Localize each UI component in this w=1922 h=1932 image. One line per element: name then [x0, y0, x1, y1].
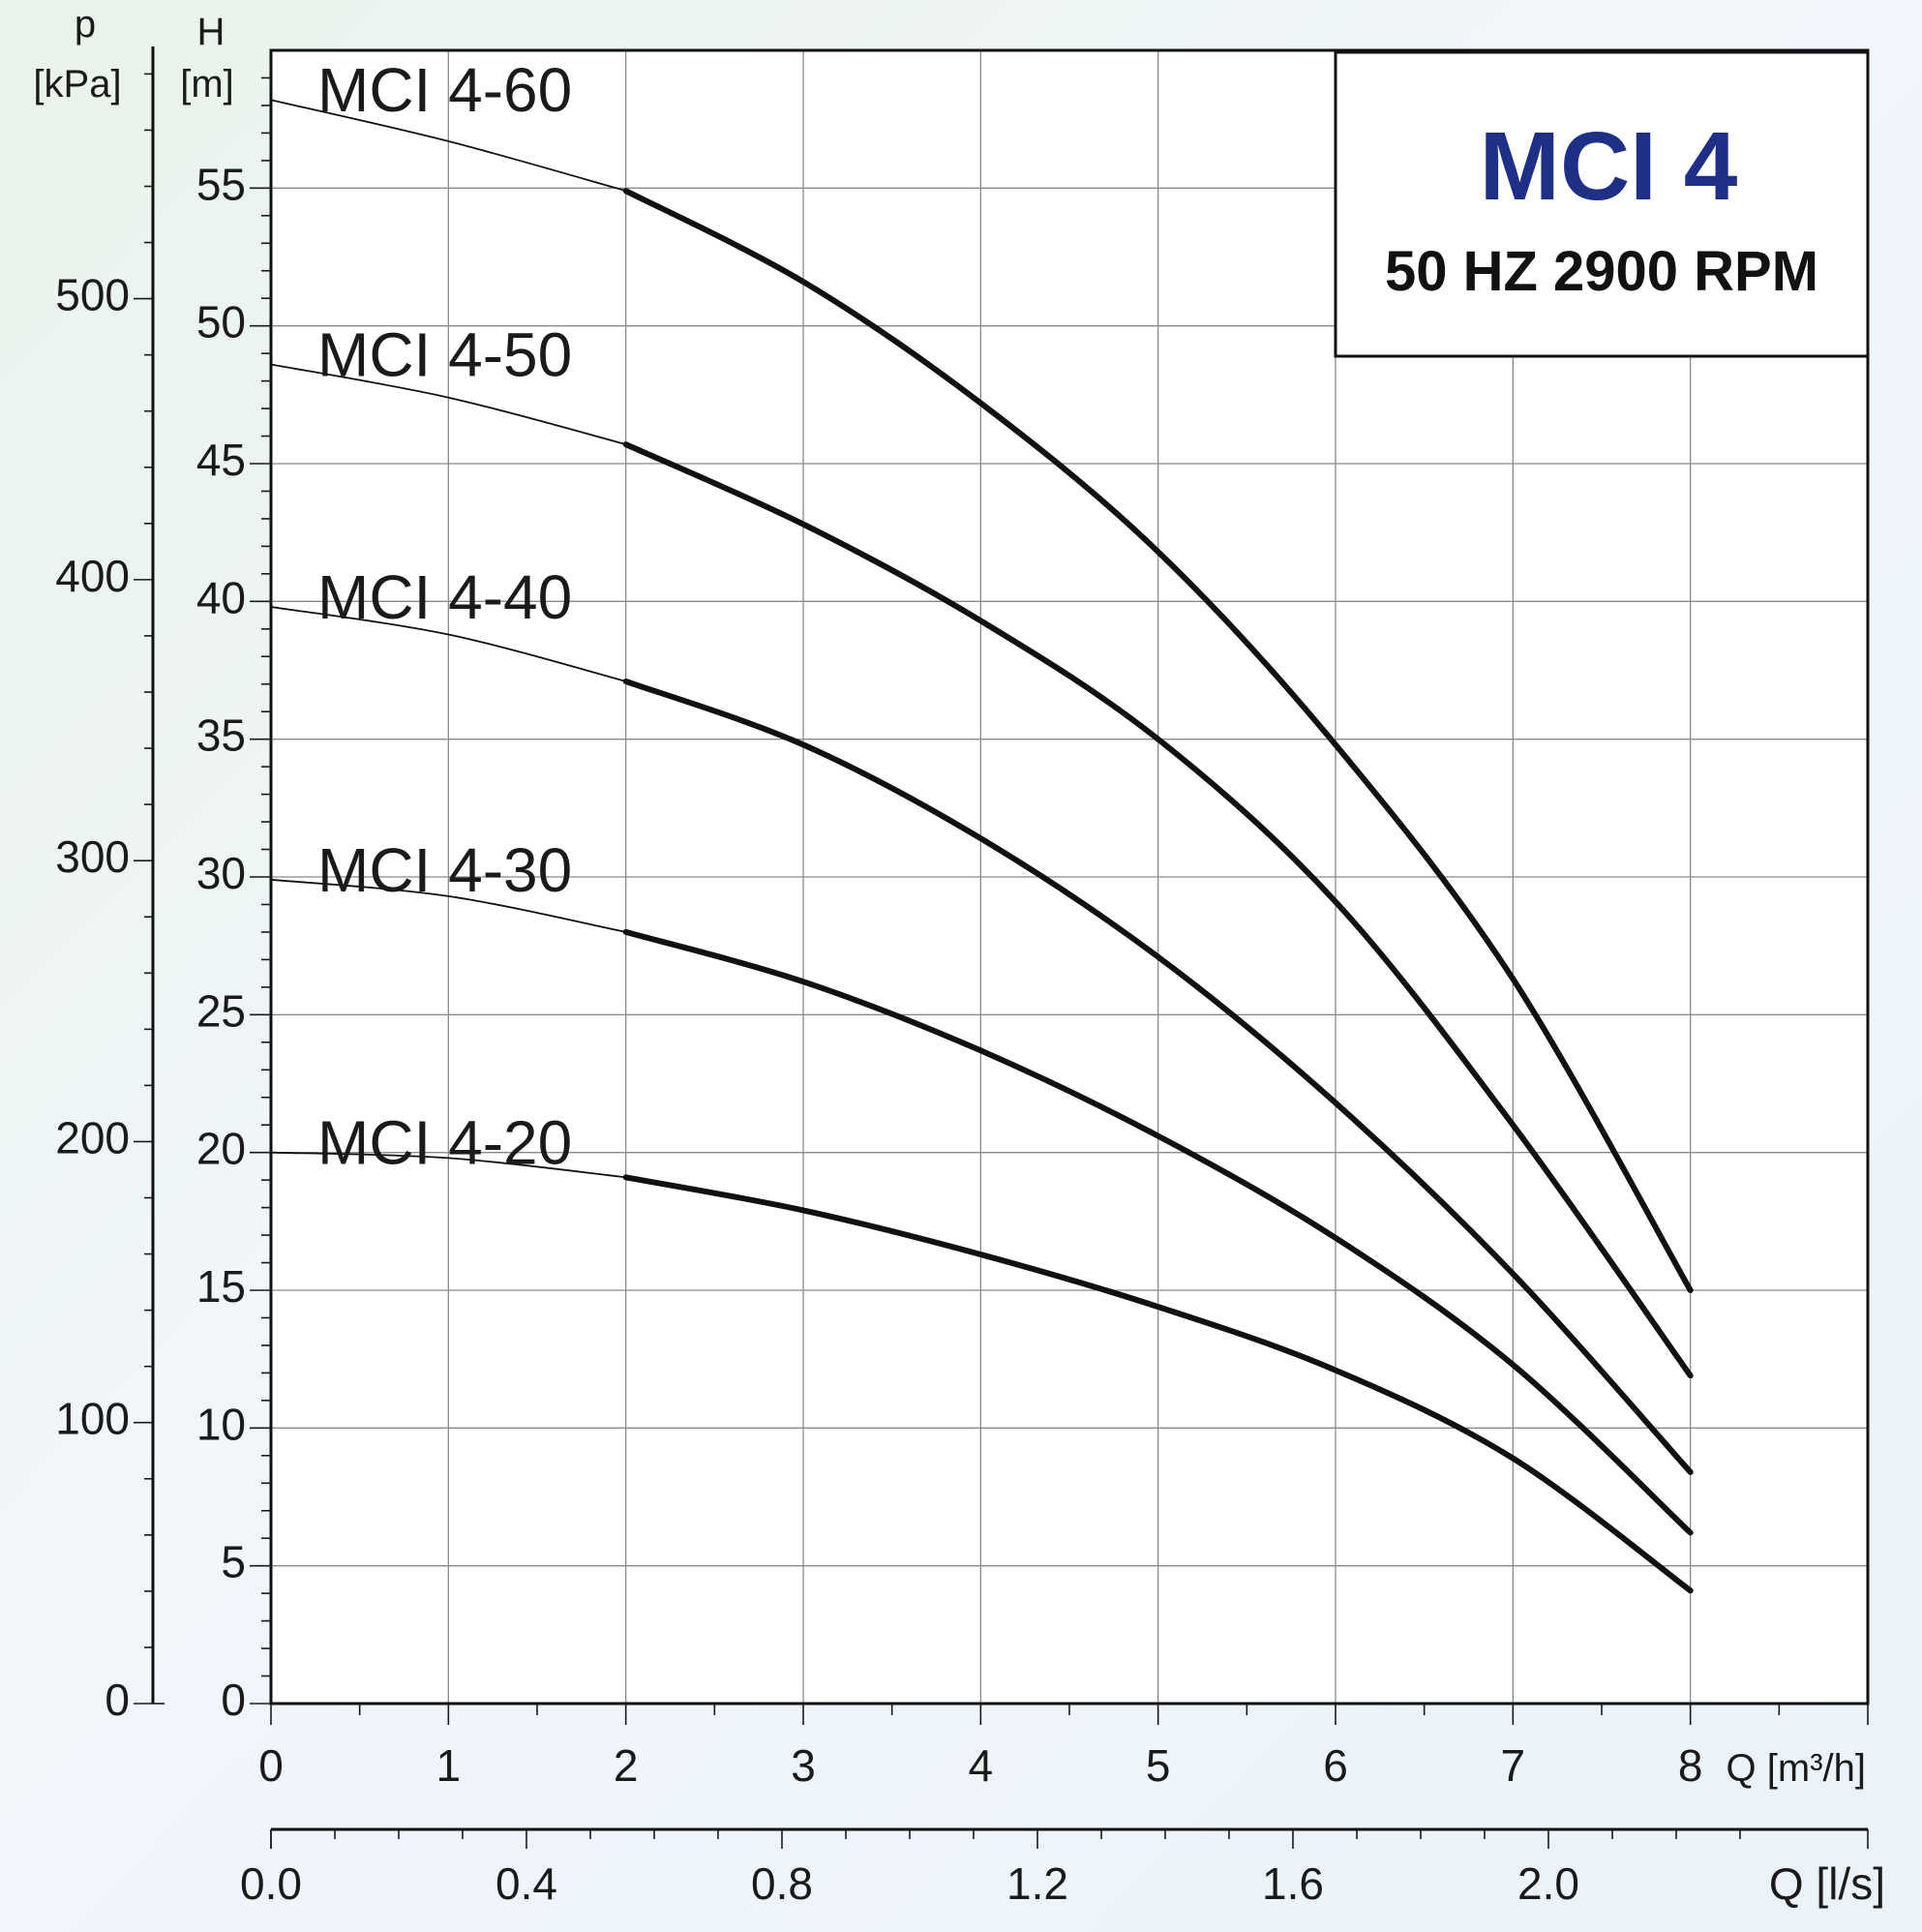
y2-tick-label: 200: [55, 1112, 130, 1162]
y-tick-label: 5: [221, 1537, 246, 1587]
curve-mci-4-40: [622, 678, 1694, 1475]
x2-tick-label: 0.0: [240, 1858, 302, 1909]
x-tick-label: 6: [1323, 1740, 1348, 1791]
title-box-frame: [1334, 50, 1870, 358]
series-label-mci-4-60: MCI 4-60: [317, 55, 572, 125]
y2-tick-label: 300: [55, 831, 130, 882]
x2-tick-label: 1.2: [1006, 1858, 1068, 1909]
series-label-mci-4-30: MCI 4-30: [317, 835, 572, 905]
chart-title: MCI 4: [1480, 112, 1738, 221]
x2-tick-label: 0.8: [751, 1858, 813, 1909]
axes: 0510152025303540455055H[m]01002003004005…: [33, 3, 1885, 1909]
x-axis-label: Q [m³/h]: [1727, 1747, 1866, 1790]
curve-mci-4-50-low-flow: [270, 363, 626, 445]
curve-mci-4-40-low-flow: [270, 606, 626, 682]
curve-mci-4-20: [622, 1174, 1694, 1594]
x-tick-label: 8: [1678, 1740, 1703, 1791]
y-tick-label: 50: [196, 297, 246, 347]
y-tick-label: 20: [196, 1124, 246, 1174]
x-tick-label: 7: [1501, 1740, 1526, 1791]
title-box: MCI 4 50 HZ 2900 RPM: [1334, 50, 1870, 358]
y-axis-unit: [m]: [180, 63, 234, 106]
series-label-mci-4-40: MCI 4-40: [317, 562, 572, 632]
x2-tick-label: 2.0: [1517, 1858, 1579, 1909]
y2-tick-label: 100: [55, 1394, 130, 1444]
curve-mci-4-50: [622, 441, 1694, 1379]
y-axis-label: H: [197, 11, 225, 53]
y-tick-label: 10: [196, 1399, 246, 1449]
y2-tick-label: 400: [55, 551, 130, 601]
y2-tick-label: 500: [55, 270, 130, 320]
y-tick-label: 30: [196, 848, 246, 898]
curves: [270, 99, 1694, 1594]
y2-tick-label: 0: [105, 1675, 130, 1725]
curve-mci-4-30: [622, 928, 1694, 1536]
y2-axis-label: p: [75, 3, 96, 45]
x2-axis-label: Q [l/s]: [1769, 1858, 1885, 1909]
y-tick-label: 55: [196, 159, 246, 209]
curve-mci-4-60: [622, 188, 1694, 1293]
x-tick-label: 5: [1146, 1740, 1171, 1791]
x2-tick-label: 0.4: [496, 1858, 557, 1909]
x-tick-label: 4: [969, 1740, 994, 1791]
y-tick-label: 0: [221, 1675, 246, 1725]
x-tick-label: 3: [791, 1740, 816, 1791]
curve-mci-4-60-low-flow: [270, 99, 626, 193]
curve-mci-4-20-low-flow: [270, 1151, 626, 1179]
y-tick-label: 45: [196, 435, 246, 485]
y-tick-label: 35: [196, 710, 246, 761]
x-tick-label: 2: [614, 1740, 639, 1791]
chart-subtitle: 50 HZ 2900 RPM: [1385, 240, 1818, 303]
x-tick-label: 1: [436, 1740, 462, 1791]
series-labels: MCI 4-60 MCI 4-50 MCI 4-40 MCI 4-30 MCI 4-20: [317, 55, 572, 1177]
x-tick-label: 0: [258, 1740, 284, 1791]
x2-tick-label: 1.6: [1262, 1858, 1324, 1909]
series-label-mci-4-20: MCI 4-20: [317, 1108, 572, 1178]
y-tick-label: 25: [196, 985, 246, 1036]
y-tick-label: 40: [196, 572, 246, 622]
y-tick-label: 15: [196, 1261, 246, 1312]
y2-axis-unit: [kPa]: [33, 63, 121, 106]
series-label-mci-4-50: MCI 4-50: [317, 320, 572, 390]
curve-mci-4-30-low-flow: [270, 878, 626, 933]
